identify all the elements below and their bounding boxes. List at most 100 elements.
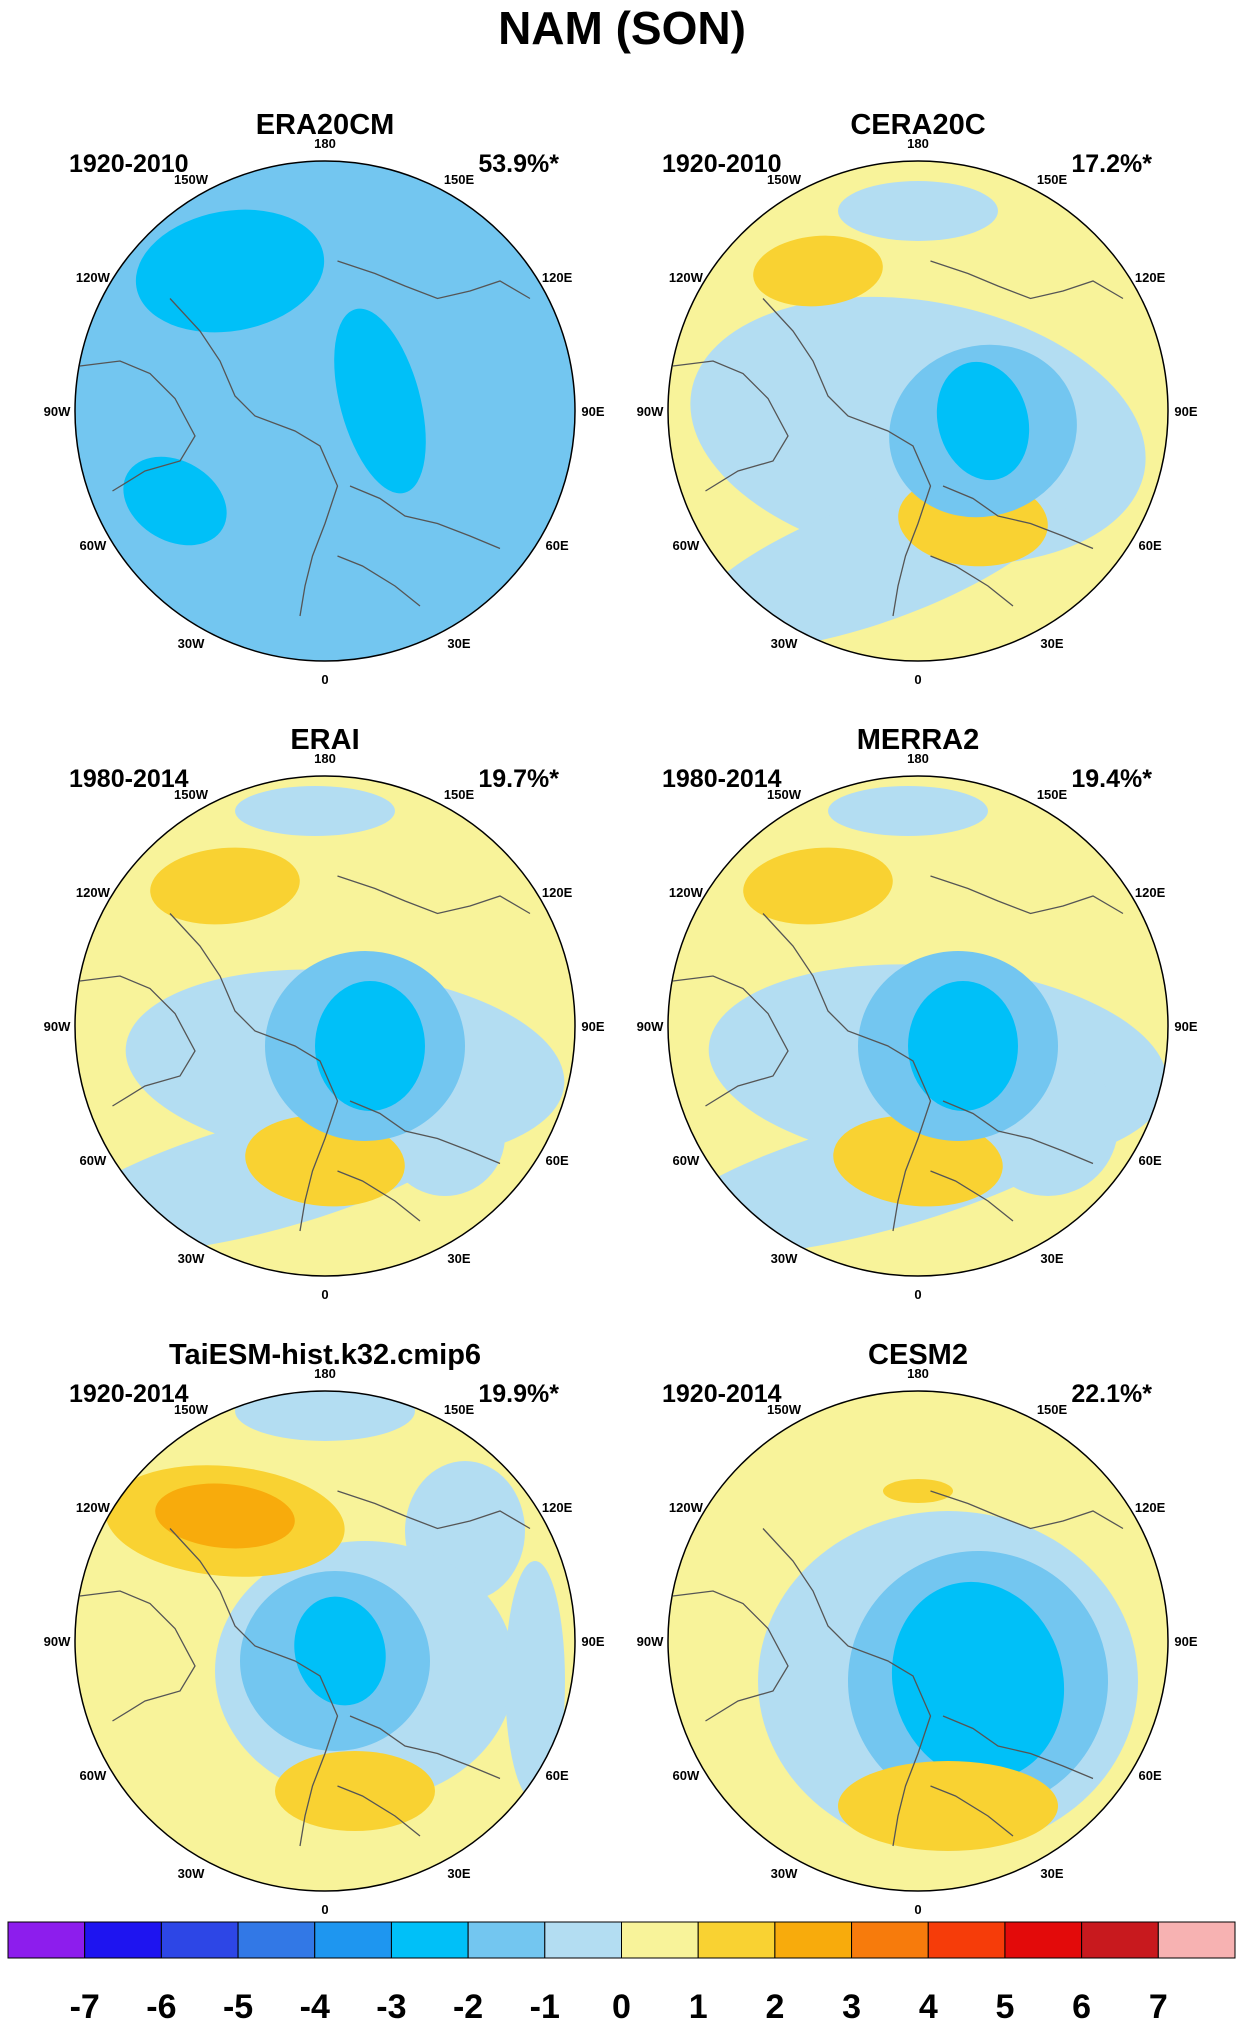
- longitude-label: 30E: [1040, 1251, 1063, 1266]
- colorbar-tick-label: 4: [919, 1988, 938, 2026]
- longitude-label: 30W: [178, 636, 205, 651]
- colorbar-tick-label: -1: [530, 1988, 560, 2026]
- colorbar-swatch: [851, 1921, 929, 1959]
- coastline: [762, 298, 932, 617]
- longitude-label: 60E: [1139, 1153, 1162, 1168]
- panel-grid: ERA20CM 1920-2010 53.9%* 180 150E 120E 90E 60E 3…: [44, 109, 1198, 1917]
- longitude-label: 150E: [444, 172, 475, 187]
- longitude-label: 180: [314, 751, 336, 766]
- map-panel: CERA20C 1920-2010 17.2%* 180 150E 120E 90E 60E 3…: [637, 109, 1198, 687]
- longitude-label: 150E: [1037, 1402, 1068, 1417]
- panel-variance: 17.2%*: [1071, 150, 1152, 178]
- colorbar: -7 -6 -5 -4 -3 -2 -1 0 1 2 3 4 5 6 7: [7, 1921, 1236, 2026]
- map-shading: [75, 1391, 575, 1891]
- longitude-label: 180: [314, 1366, 336, 1381]
- longitude-label: 90E: [1174, 1019, 1197, 1034]
- shading-contour: [235, 1391, 415, 1441]
- panel-period: 1980-2014: [662, 765, 782, 793]
- shading-contour: [936, 361, 1030, 481]
- map-boundary: [667, 775, 1169, 1277]
- longitude-label: 60W: [80, 1768, 107, 1783]
- map-shading: [668, 776, 1168, 1276]
- longitude-label: 0: [321, 672, 328, 687]
- longitude-label: 90E: [581, 1019, 604, 1034]
- longitude-label: 60W: [80, 1153, 107, 1168]
- map-panel: ERAI 1980-2014 19.7%* 180 150E 120E 90E 60E 30E 0…: [44, 724, 605, 1302]
- colorbar-swatch: [84, 1921, 162, 1959]
- panel-period: 1980-2014: [69, 765, 189, 793]
- map-shading: [668, 161, 1168, 661]
- longitude-label: 150E: [444, 787, 475, 802]
- coastline: [349, 485, 501, 550]
- longitude-label: 120W: [76, 1500, 111, 1515]
- longitude-label: 0: [914, 1902, 921, 1917]
- longitude-label: 90E: [581, 404, 604, 419]
- longitude-label: 90W: [44, 1634, 71, 1649]
- shading-contour: [334, 308, 426, 494]
- shading-contour: [235, 786, 395, 836]
- map-boundary: [74, 160, 576, 662]
- map-panel: CESM2 1920-2014 22.1%* 180 150E 120E 90E 60E 30E…: [637, 1339, 1198, 1917]
- map-boundary: [667, 160, 1169, 662]
- coastline: [79, 1590, 196, 1722]
- shading-contour: [838, 181, 998, 241]
- longitude-label: 150W: [767, 787, 802, 802]
- longitude-label: 90W: [44, 1019, 71, 1034]
- map-panel: TaiESM-hist.k32.cmip6 1920-2014 19.9%* 180 1…: [44, 1339, 605, 1917]
- colorbar-swatch: [1081, 1921, 1159, 1959]
- coastline: [930, 1785, 1014, 1837]
- longitude-label: 120E: [1135, 270, 1166, 285]
- colorbar-tick-label: 3: [842, 1988, 861, 2026]
- coastline: [169, 1528, 339, 1847]
- shading-contour: [838, 1761, 1058, 1851]
- panel-title: TaiESM-hist.k32.cmip6: [169, 1339, 481, 1371]
- coastline: [169, 913, 339, 1232]
- panel-period: 1920-2010: [662, 150, 782, 178]
- longitude-label: 60E: [1139, 1768, 1162, 1783]
- map-boundary: [74, 775, 576, 1277]
- longitude-label: 30E: [447, 636, 470, 651]
- longitude-label: 60W: [673, 1153, 700, 1168]
- map-panel: MERRA2 1980-2014 19.4%* 180 150E 120E 90E 60E 30…: [637, 724, 1198, 1302]
- panel-period: 1920-2010: [69, 150, 189, 178]
- longitude-label: 0: [914, 672, 921, 687]
- panel-title: ERA20CM: [256, 109, 395, 141]
- shading-contour: [315, 981, 425, 1111]
- longitude-label: 60E: [1139, 538, 1162, 553]
- shading-contour: [908, 981, 1018, 1111]
- panel-variance: 19.9%*: [478, 1380, 559, 1408]
- coastline: [942, 485, 1094, 550]
- colorbar-tick-label: -7: [70, 1988, 100, 2026]
- longitude-label: 0: [914, 1287, 921, 1302]
- map-shading: [75, 161, 575, 661]
- coastline: [942, 1715, 1094, 1780]
- colorbar-tick-label: 2: [765, 1988, 784, 2026]
- panel-period: 1920-2014: [662, 1380, 782, 1408]
- coastline: [337, 1785, 421, 1837]
- colorbar-tick-label: 1: [689, 1988, 708, 2026]
- colorbar-tick-label: -2: [453, 1988, 483, 2026]
- longitude-label: 120E: [1135, 1500, 1166, 1515]
- shading-contour: [828, 786, 988, 836]
- longitude-label: 90E: [1174, 1634, 1197, 1649]
- coastline: [672, 975, 789, 1107]
- coastline: [930, 260, 1124, 300]
- colorbar-tick-label: -3: [376, 1988, 406, 2026]
- longitude-label: 30E: [447, 1251, 470, 1266]
- longitude-label: 90W: [44, 404, 71, 419]
- longitude-label: 60E: [546, 1768, 569, 1783]
- colorbar-tick-label: 0: [612, 1988, 631, 2026]
- longitude-label: 150E: [1037, 172, 1068, 187]
- colorbar-tick-label: -6: [146, 1988, 176, 2026]
- panel-variance: 53.9%*: [478, 150, 559, 178]
- coastline: [672, 360, 789, 492]
- colorbar-swatch: [1157, 1921, 1236, 1959]
- panel-variance: 19.7%*: [478, 765, 559, 793]
- coastline: [169, 298, 339, 617]
- panel-variance: 22.1%*: [1071, 1380, 1152, 1408]
- panel-title: CESM2: [868, 1339, 968, 1371]
- longitude-label: 120W: [76, 270, 111, 285]
- shading-contour: [294, 1596, 386, 1706]
- longitude-label: 60W: [673, 538, 700, 553]
